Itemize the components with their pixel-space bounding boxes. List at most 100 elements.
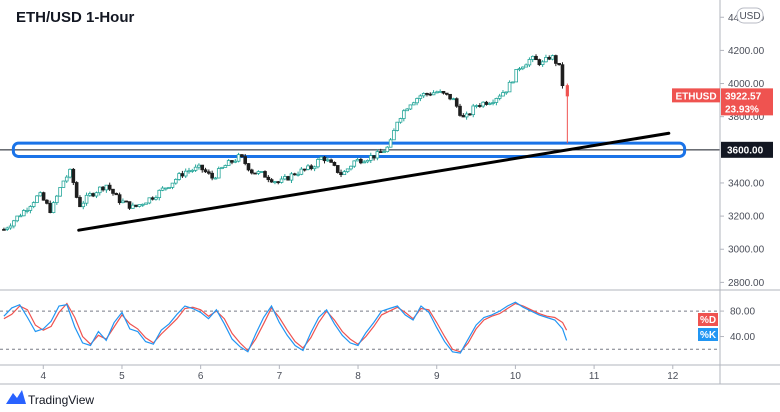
candle-body xyxy=(263,171,267,178)
ascending-trendline[interactable] xyxy=(77,131,671,232)
candle-body xyxy=(428,93,433,96)
candle-body xyxy=(514,69,518,83)
candle-body xyxy=(38,192,43,197)
candle-body xyxy=(240,154,244,158)
candle-body xyxy=(497,95,502,99)
candle-body xyxy=(213,177,218,180)
candle-body xyxy=(64,176,69,182)
candle-body xyxy=(58,187,62,197)
trendline-layer xyxy=(77,131,671,232)
y-tick-label: 4200.00 xyxy=(728,46,765,57)
candle-body xyxy=(349,165,353,170)
x-tick-label: 9 xyxy=(434,371,440,382)
candle-body xyxy=(560,64,565,87)
candle-body xyxy=(481,101,485,107)
candle-body xyxy=(296,173,300,176)
y-tick-label: 4000.00 xyxy=(728,79,765,90)
candle-body xyxy=(537,59,542,65)
candle-body xyxy=(448,93,452,100)
candle-body xyxy=(385,146,390,153)
candle-body xyxy=(173,179,178,184)
candle-body xyxy=(35,195,39,203)
chart-title: ETH/USD 1-Hour xyxy=(16,9,135,26)
candle-body xyxy=(203,169,208,173)
candle-body xyxy=(8,225,13,229)
candle-body xyxy=(478,105,482,107)
candle-body xyxy=(395,121,400,131)
stochastic-line-k xyxy=(3,301,568,354)
candle-body xyxy=(405,108,409,112)
candle-body xyxy=(256,171,261,174)
candle-body xyxy=(269,179,274,183)
candle-body xyxy=(487,103,492,105)
candle-body xyxy=(534,55,538,61)
stochastic-legend-badge xyxy=(698,328,718,341)
candle-body xyxy=(97,186,102,194)
candle-body xyxy=(388,139,393,148)
candle-body xyxy=(355,158,360,162)
horizontal-line-badge xyxy=(721,141,773,158)
candle-body xyxy=(326,159,330,162)
horizontal-line-label: 3600.00 xyxy=(727,145,764,156)
candle-body xyxy=(114,192,119,196)
candle-body xyxy=(127,201,132,209)
currency-pill[interactable] xyxy=(736,7,764,24)
candle-body xyxy=(253,172,257,175)
candle-body xyxy=(316,159,320,168)
candle-body xyxy=(5,227,10,230)
candle-body xyxy=(306,165,310,170)
candle-body xyxy=(51,202,56,213)
y-tick-label: 3400.00 xyxy=(728,178,765,189)
candle-body xyxy=(441,91,446,94)
candle-body xyxy=(45,199,49,204)
candle-body xyxy=(71,168,76,183)
candle-body xyxy=(501,92,505,97)
candle-body xyxy=(74,182,79,198)
candle-body xyxy=(250,169,254,174)
stochastic-panel: 40.00 80.00 %D %K xyxy=(0,301,755,354)
candle-body xyxy=(18,215,23,218)
candle-body xyxy=(246,163,251,171)
candle-body xyxy=(140,203,145,206)
candle-body xyxy=(68,168,72,178)
candle-body xyxy=(177,173,181,180)
candle-body xyxy=(359,158,363,164)
candle-body xyxy=(392,130,396,141)
price-badges: ETHUSD 3922.57 23.93% 3600.00 xyxy=(672,88,773,158)
candle-body xyxy=(193,166,198,171)
candle-body xyxy=(104,184,109,191)
candle-body xyxy=(335,165,340,173)
candle-body xyxy=(154,197,158,200)
x-tick-label: 12 xyxy=(667,371,679,382)
candle-body xyxy=(444,92,449,95)
candle-body xyxy=(368,155,373,161)
candle-body xyxy=(279,178,284,183)
x-tick-label: 5 xyxy=(119,371,125,382)
candle-body xyxy=(345,168,350,173)
candle-body xyxy=(84,194,89,204)
candle-body xyxy=(273,181,277,184)
stochastic-legend-label: %D xyxy=(700,315,716,326)
candle-body xyxy=(451,98,456,101)
candle-body xyxy=(332,161,337,166)
candle-body xyxy=(160,187,165,191)
candle-body xyxy=(342,171,347,176)
candle-body xyxy=(61,180,66,188)
support-zone-layer xyxy=(11,141,687,158)
candle-body xyxy=(372,155,376,159)
support-zone-rect[interactable] xyxy=(11,141,687,158)
candle-body xyxy=(180,173,185,177)
candle-body xyxy=(121,200,125,204)
candle-body xyxy=(233,160,238,163)
candle-body xyxy=(517,68,522,71)
candle-body xyxy=(544,57,548,63)
x-tick-label: 8 xyxy=(355,371,361,382)
candle-body xyxy=(411,102,416,106)
candle-body xyxy=(200,164,205,171)
y-tick-label: 2800.00 xyxy=(728,278,765,289)
candle-body xyxy=(276,181,281,184)
candle-body xyxy=(223,165,228,168)
x-tick-label: 6 xyxy=(198,371,204,382)
candle-body xyxy=(299,168,304,175)
